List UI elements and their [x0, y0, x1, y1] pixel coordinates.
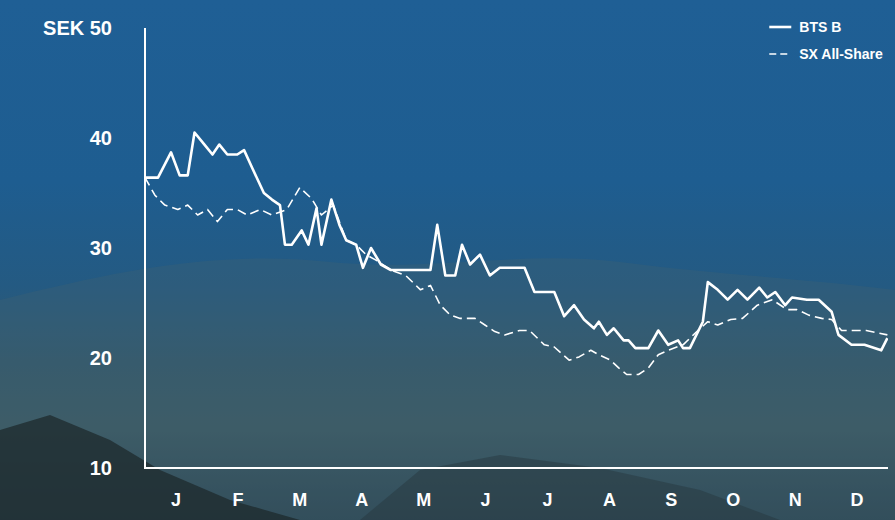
- x-tick-label: M: [292, 490, 307, 510]
- y-axis: [144, 28, 146, 469]
- legend: BTS B SX All-Share: [769, 19, 883, 62]
- legend-swatch: [769, 26, 791, 29]
- x-tick-label: J: [542, 490, 552, 510]
- y-tick-label: 20: [90, 347, 112, 369]
- y-tick-label: 40: [90, 127, 112, 149]
- legend-label: BTS B: [799, 19, 841, 35]
- haze: [0, 258, 895, 520]
- x-axis: [144, 467, 888, 469]
- legend-swatch: [769, 53, 791, 55]
- x-tick-label: A: [355, 490, 368, 510]
- x-tick-label: A: [603, 490, 616, 510]
- x-tick-label: S: [665, 490, 677, 510]
- ridge: [360, 455, 780, 520]
- series-line: [145, 178, 887, 375]
- x-tick-label: F: [232, 490, 243, 510]
- plot-area: [145, 133, 887, 375]
- series-line: [145, 133, 887, 351]
- legend-label: SX All-Share: [799, 46, 883, 62]
- y-tick-label: SEK 50: [43, 17, 112, 39]
- x-tick-label: D: [851, 490, 864, 510]
- y-tick-label: 30: [90, 237, 112, 259]
- y-tick-label: 10: [90, 457, 112, 479]
- chart: 10 20 30 40 SEK 50 J F M A M J J A S O N D BTS B SX All-Sh…: [0, 0, 895, 520]
- x-tick-label: J: [171, 490, 181, 510]
- x-tick-label: N: [789, 490, 802, 510]
- x-tick-label: J: [481, 490, 491, 510]
- x-tick-label: O: [726, 490, 740, 510]
- x-tick-label: M: [416, 490, 431, 510]
- background-scenery: [0, 258, 895, 520]
